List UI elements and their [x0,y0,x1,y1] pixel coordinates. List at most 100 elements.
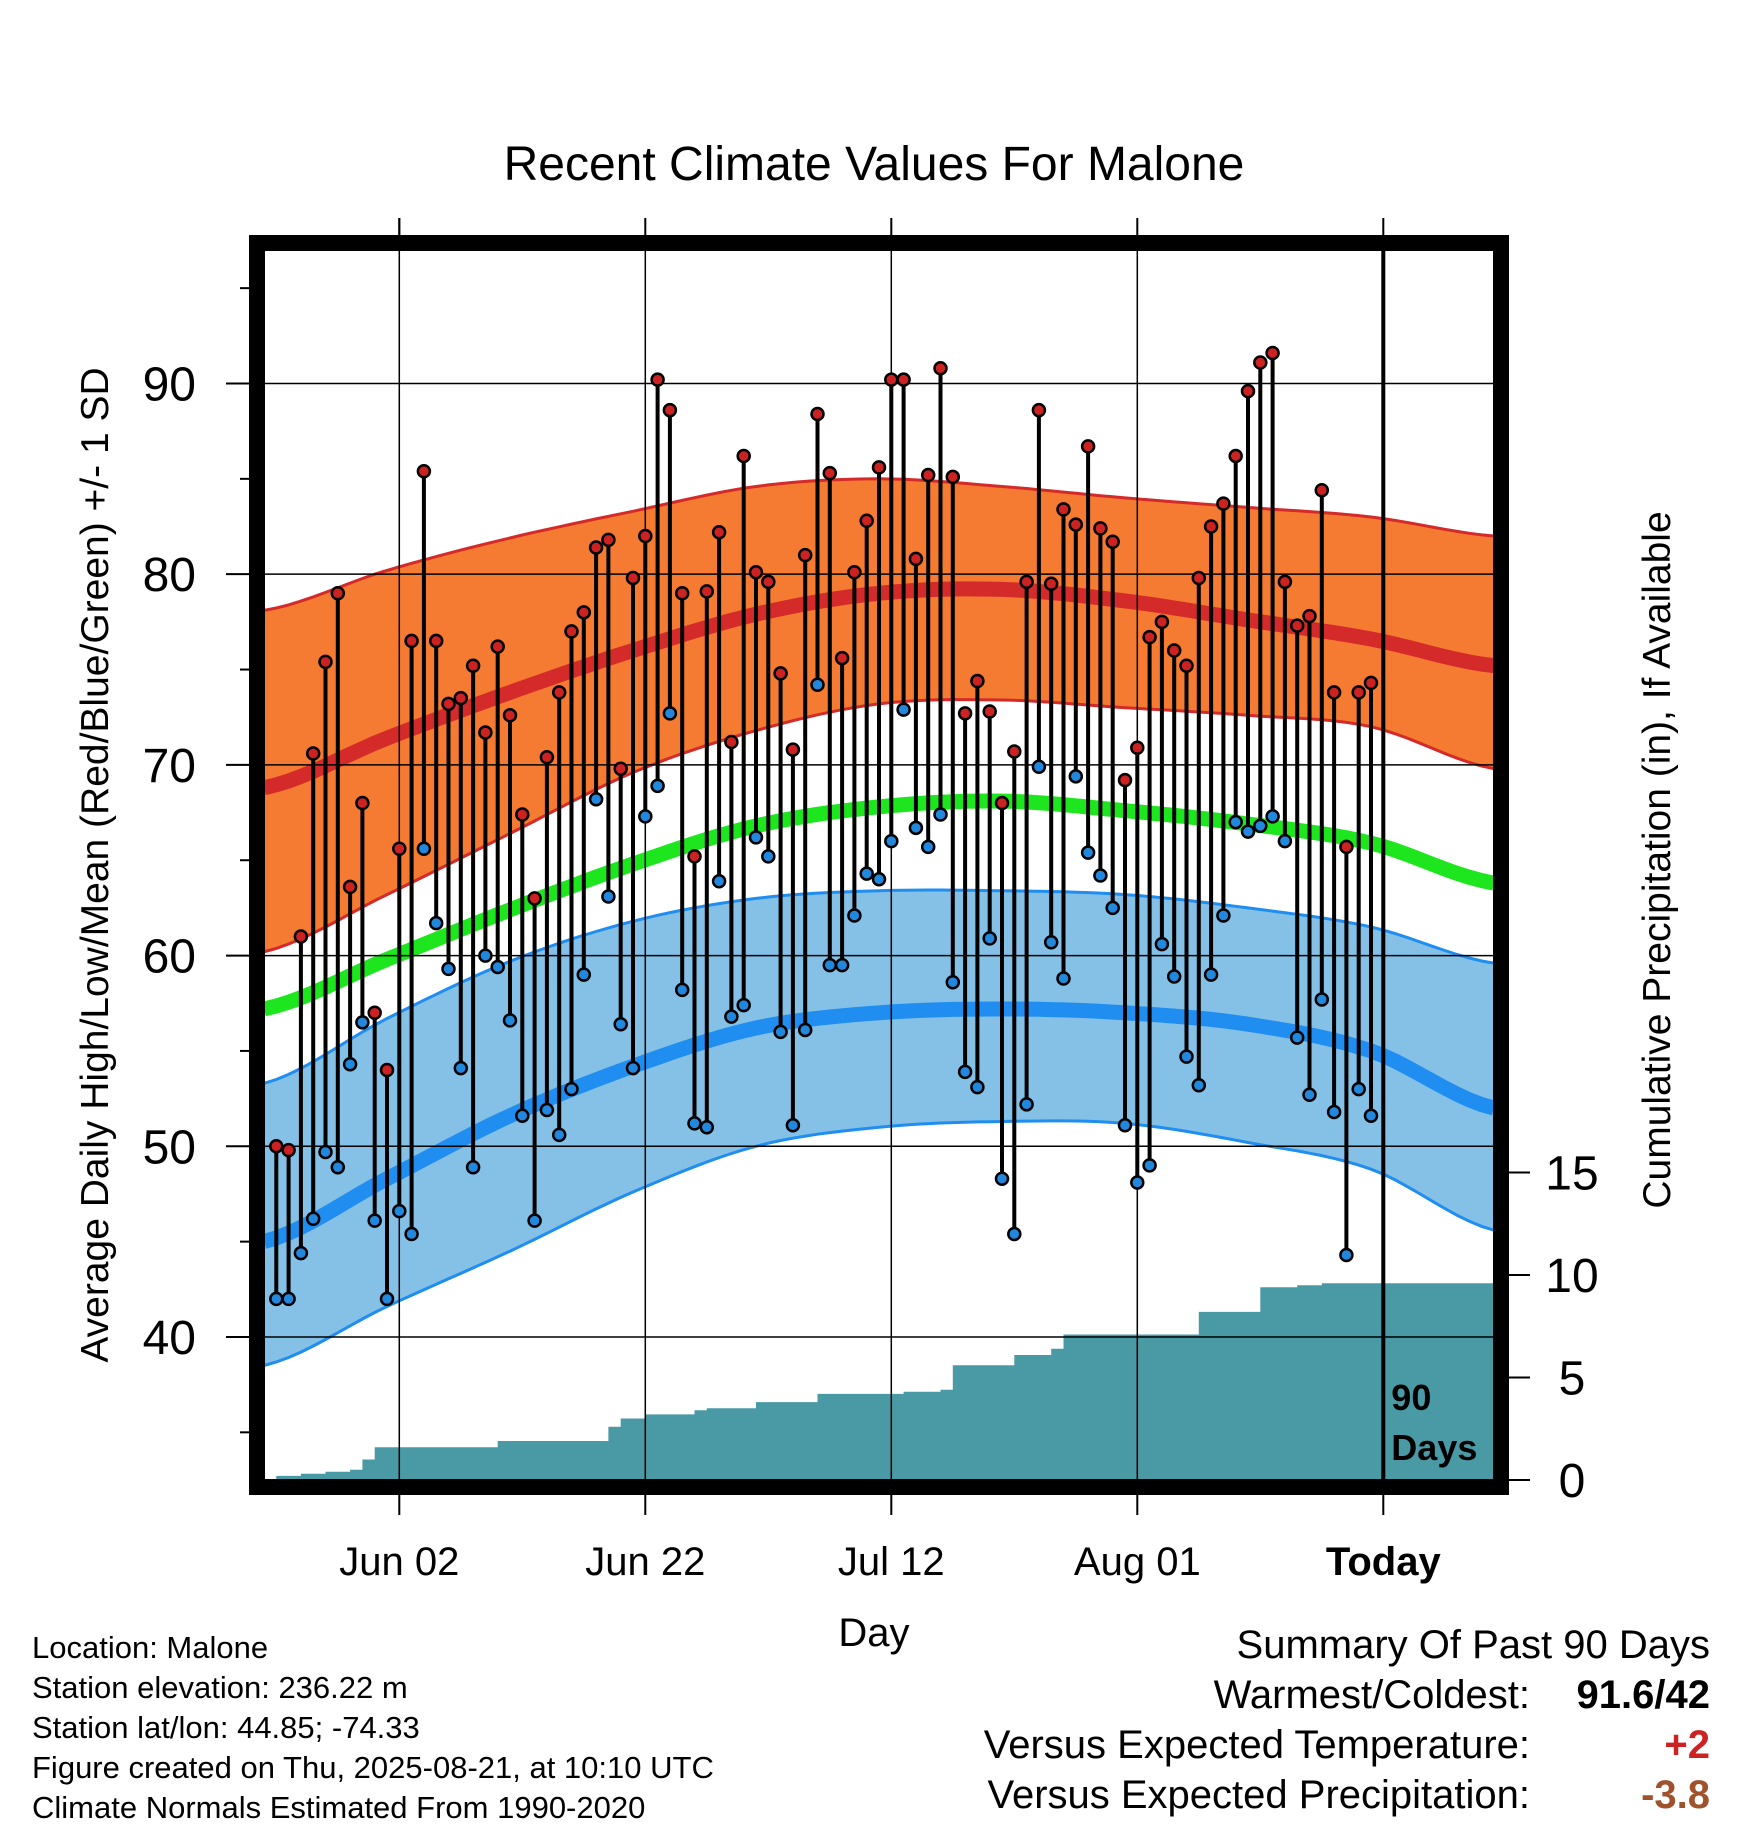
y-tick-label: 40 [143,1312,196,1365]
daily-high-point [515,807,530,822]
x-tick-label: Today [1326,1540,1442,1584]
daily-low-point [576,967,592,982]
daily-high-point [773,666,788,681]
elevation-text: Station elevation: 236.22 m [32,1670,408,1705]
daily-low-point [1043,934,1059,950]
daily-low-point [982,931,997,946]
daily-low-point [674,982,690,998]
warm-cold-value: 91.6/42 [1576,1673,1710,1717]
daily-high-point [1080,439,1096,454]
daily-high-point [1289,618,1305,633]
daily-low-point [1019,1097,1034,1112]
warm-cold-row: Warmest/Coldest: 91.6/42 [984,1670,1710,1720]
daily-high-point [834,650,850,666]
daily-low-point [933,807,948,822]
daily-low-point [761,849,776,864]
daily-low-point [884,833,899,849]
daily-low-point [834,957,850,973]
daily-low-point [367,1213,382,1228]
daily-low-point [601,889,616,904]
daily-high-point [441,696,456,712]
y2-axis-label: Cumulative Precipitation (in), If Availa… [1636,511,1679,1208]
normals-source-text: Climate Normals Estimated From 1990-2020 [32,1790,646,1825]
daily-high-point [281,1142,296,1158]
daily-low-point [1142,1158,1157,1173]
created-text: Figure created on Thu, 2025-08-21, at 10… [32,1750,714,1785]
daily-low-point [1154,936,1170,952]
y-tick-label: 90 [143,358,196,411]
daily-high-point [539,750,555,765]
daily-high-point [1363,675,1379,691]
daily-high-point [330,586,346,601]
daily-high-point [1166,643,1182,658]
daily-low-point [847,908,862,923]
daily-low-point [1080,845,1096,860]
precip-anomaly-label: Versus Expected Precipitation: [987,1773,1530,1817]
daily-high-point [687,849,702,864]
daily-high-point [920,467,936,483]
daily-high-point [884,372,899,387]
daily-low-point [355,1015,370,1030]
cumulative-precip-area [264,1283,1494,1480]
precip-anomaly-value: -3.8 [1641,1773,1710,1817]
precip-anomaly-row: Versus Expected Precipitation: -3.8 [984,1770,1710,1820]
x-tick-label: Aug 01 [1074,1540,1201,1584]
low-normal-line [264,1001,1494,1249]
daily-low-point [724,1009,739,1024]
daily-low-point [515,1108,530,1124]
daily-high-point [428,633,444,649]
daily-low-point [342,1057,358,1072]
daily-low-point [1007,1226,1022,1242]
daily-high-point [822,465,838,481]
daily-low-point [269,1291,284,1307]
daily-high-point [994,795,1010,811]
daily-low-point [711,873,727,889]
daily-high-point [355,795,370,811]
daily-high-point [392,841,407,857]
daily-low-point [527,1213,542,1228]
daily-low-point [638,809,653,824]
daily-low-point [1031,759,1047,775]
daily-low-point [1093,868,1108,883]
y-tick-label: 70 [143,740,196,793]
y2-tick-label: 15 [1545,1148,1598,1201]
daily-high-point [1117,772,1133,788]
daily-high-point [908,551,924,567]
daily-low-point [810,677,825,693]
daily-high-point [1314,483,1330,498]
daily-low-point [392,1203,407,1219]
x-tick-label: Jul 12 [838,1540,945,1584]
daily-high-point [453,690,469,706]
daily-high-point [748,565,764,580]
daily-low-point [1056,971,1071,986]
daily-low-point [613,1016,628,1032]
daily-high-point [1203,519,1219,534]
daily-high-point [1019,574,1034,590]
x-tick-label: Jun 02 [339,1540,459,1584]
daily-low-point [1240,824,1256,839]
daily-high-point [269,1139,284,1154]
daily-high-point [1302,608,1317,624]
daily-high-point [970,673,985,689]
daily-high-point [785,742,801,757]
today-marker-label: 90 [1391,1377,1431,1418]
daily-low-point [293,1245,309,1261]
daily-low-point [1339,1247,1354,1263]
daily-high-point [490,639,505,654]
daily-high-point [859,513,874,529]
daily-high-point [1240,383,1256,399]
daily-high-point [1216,496,1231,511]
daily-high-point [736,448,751,464]
daily-low-point [330,1160,346,1175]
y2-tick-label: 0 [1559,1455,1586,1508]
daily-high-point [416,463,432,479]
y2-tick-label: 5 [1559,1353,1586,1406]
daily-low-point [1166,969,1182,984]
daily-high-point [699,584,715,599]
daily-high-point [1142,629,1157,645]
daily-low-point [908,820,924,836]
high-normal-band [264,478,1494,952]
low-upper-edge [264,888,1494,1085]
daily-low-point [687,1116,702,1131]
